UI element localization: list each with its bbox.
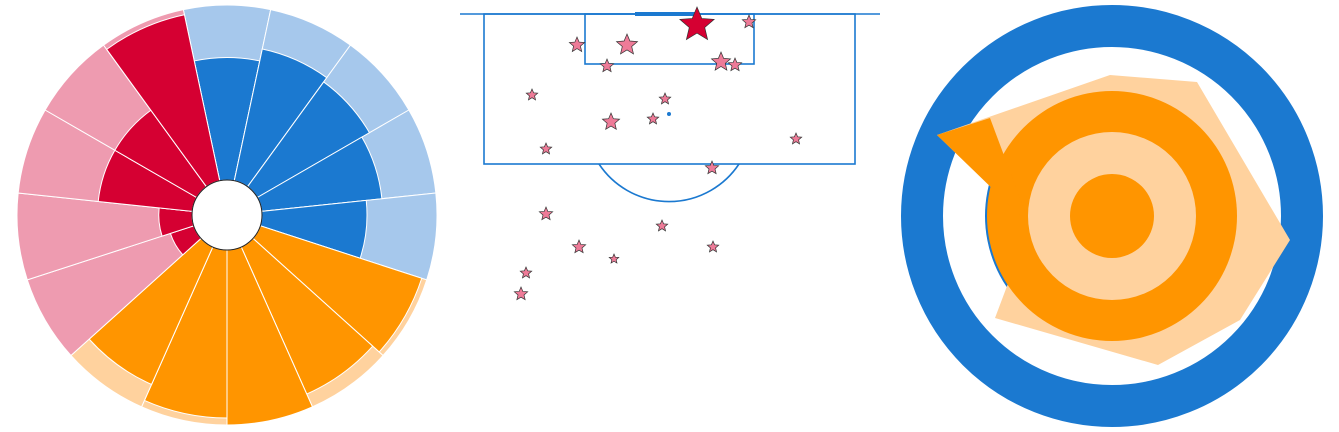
shot bbox=[601, 112, 621, 131]
shot bbox=[538, 206, 554, 221]
shot bbox=[513, 286, 529, 301]
shot bbox=[658, 92, 672, 105]
center-hole bbox=[191, 179, 263, 251]
shot bbox=[789, 132, 803, 145]
outer-ring bbox=[901, 5, 1323, 427]
penalty-arc bbox=[598, 163, 740, 203]
shot bbox=[727, 57, 743, 72]
center bbox=[1070, 174, 1154, 258]
shot bbox=[706, 240, 720, 253]
penalty-spot bbox=[667, 112, 671, 116]
six-yard-box bbox=[584, 13, 755, 65]
shot bbox=[741, 14, 757, 29]
shot bbox=[704, 160, 720, 175]
target-graphic bbox=[901, 5, 1323, 427]
shot bbox=[525, 88, 539, 101]
shot bbox=[679, 6, 715, 41]
shot bbox=[539, 142, 553, 155]
shot bbox=[710, 51, 732, 71]
shot bbox=[646, 112, 660, 125]
shot bbox=[615, 33, 639, 55]
shot bbox=[608, 253, 620, 264]
penalty-box bbox=[483, 13, 856, 165]
shot bbox=[519, 266, 533, 279]
wedge bbox=[937, 118, 1030, 225]
pizza-chart bbox=[16, 4, 438, 426]
shot bbox=[599, 58, 615, 73]
shot bbox=[655, 219, 669, 232]
shot-map bbox=[460, 6, 880, 301]
shot bbox=[571, 239, 587, 254]
shot bbox=[568, 36, 586, 53]
